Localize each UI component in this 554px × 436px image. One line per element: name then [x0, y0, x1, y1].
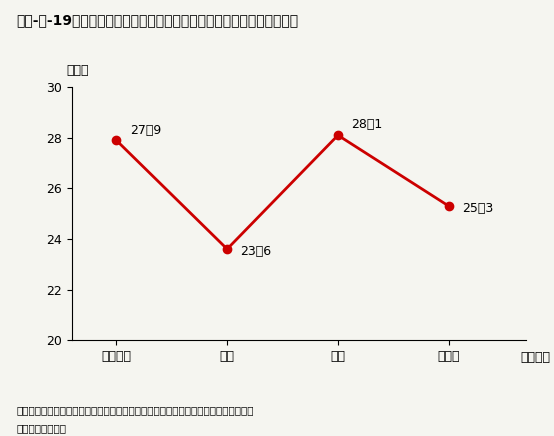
Text: 28．1: 28．1: [351, 119, 382, 131]
Text: 25．3: 25．3: [462, 202, 493, 215]
Text: 資料：文部省調べ: 資料：文部省調べ: [17, 423, 66, 433]
Text: 第３-２-19図　　国立大学における購入後１０年を経過した設備の割合: 第３-２-19図 国立大学における購入後１０年を経過した設備の割合: [17, 13, 299, 27]
Text: （％）: （％）: [66, 64, 89, 77]
Text: 23．6: 23．6: [240, 245, 271, 258]
Text: 注）現在保有し、設備の維持費を措置する千万円以上の研究設備を対象としている。: 注）現在保有し、設備の維持費を措置する千万円以上の研究設備を対象としている。: [17, 405, 254, 416]
Text: 27．9: 27．9: [130, 123, 161, 136]
Text: （年度）: （年度）: [521, 351, 551, 364]
